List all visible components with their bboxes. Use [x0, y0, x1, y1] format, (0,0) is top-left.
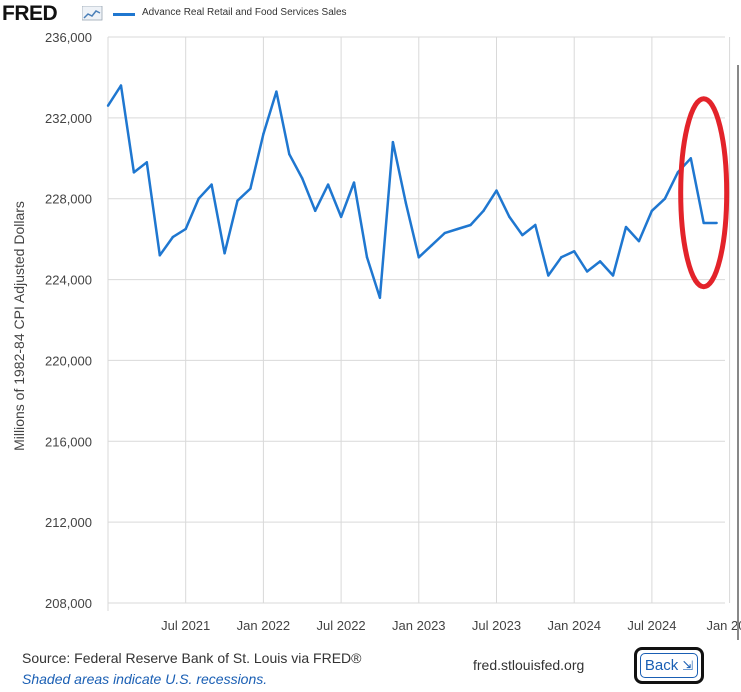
data-point: [469, 223, 472, 227]
x-tick-labels: Jul 2021 Jan 2022 Jul 2022 Jan 2023 Jul 2023…: [161, 618, 741, 633]
data-point: [521, 233, 524, 237]
data-point: [456, 227, 459, 231]
x-tick-label: Jan 2023: [392, 618, 446, 633]
collapse-icon: ⇲: [682, 657, 694, 673]
data-point: [443, 231, 446, 235]
data-point: [508, 215, 511, 219]
data-point: [663, 197, 667, 200]
recession-note: Shaded areas indicate U.S. recessions.: [22, 671, 268, 687]
data-point: [132, 171, 136, 174]
data-point: [275, 90, 278, 93]
data-point: [158, 254, 161, 257]
series-line: [106, 84, 717, 300]
data-point: [495, 189, 498, 192]
y-tick-label: 216,000: [45, 434, 92, 449]
grid-lines: [107, 36, 731, 611]
x-tick-label: Jan 2022: [237, 618, 291, 633]
y-tick-label: 232,000: [45, 111, 92, 126]
data-point: [301, 177, 304, 180]
back-button-inner[interactable]: Back ⇲: [640, 653, 698, 678]
data-point: [624, 225, 628, 229]
data-point: [598, 260, 602, 263]
data-point: [378, 296, 382, 299]
x-tick-label: Jul 2024: [627, 618, 676, 633]
data-point: [171, 235, 174, 239]
legend-swatch: [113, 13, 135, 16]
annotation-ellipse: [678, 96, 730, 290]
source-note: Source: Federal Reserve Bank of St. Loui…: [22, 650, 362, 666]
data-point: [573, 250, 576, 253]
data-point: [223, 252, 226, 255]
data-point: [534, 223, 537, 227]
series-group: [106, 84, 718, 300]
y-tick-labels: 208,000 212,000 216,000 220,000 224,000 228,0…: [45, 30, 92, 611]
data-point: [210, 183, 213, 186]
data-point: [404, 201, 408, 204]
data-point: [288, 153, 291, 156]
data-point: [560, 256, 563, 259]
x-tick-label: Jan 2024: [547, 618, 601, 633]
data-point: [430, 244, 433, 247]
chart-footer: Source: Federal Reserve Bank of St. Loui…: [0, 640, 741, 692]
y-tick-label: 220,000: [45, 353, 92, 368]
y-tick-label: 208,000: [45, 596, 92, 611]
line-chart: 208,000 212,000 216,000 220,000 224,000 228,0…: [11, 30, 741, 640]
y-tick-label: 224,000: [45, 273, 92, 288]
data-point: [676, 171, 679, 174]
data-point: [119, 84, 123, 87]
data-point: [689, 157, 692, 160]
data-point: [197, 197, 200, 200]
data-point: [184, 227, 187, 231]
y-tick-label: 212,000: [45, 515, 92, 530]
chart-header: FRED Advance Real Retail and Food Servic…: [0, 0, 741, 28]
fred-chart-icon: [82, 6, 103, 21]
data-point: [106, 104, 110, 107]
data-point: [365, 256, 369, 259]
data-point: [236, 199, 239, 202]
data-point: [585, 270, 589, 273]
data-point: [417, 256, 420, 259]
legend-label: Advance Real Retail and Food Services Sa…: [142, 7, 347, 18]
data-point: [482, 209, 485, 213]
data-point: [326, 183, 330, 186]
y-tick-label: 228,000: [45, 192, 92, 207]
data-point: [715, 221, 718, 225]
back-button-label: Back: [644, 657, 679, 674]
x-tick-label: Jul 2021: [161, 618, 210, 633]
back-button[interactable]: Back ⇲: [634, 647, 704, 684]
data-point: [249, 187, 252, 190]
x-tick-label: Jul 2022: [317, 618, 366, 633]
fred-logo[interactable]: FRED: [2, 2, 58, 25]
data-point: [650, 209, 654, 213]
data-point: [611, 274, 615, 277]
data-point: [391, 140, 395, 144]
data-point: [145, 161, 149, 164]
data-point: [637, 239, 641, 243]
x-tick-label: Jan 202: [706, 618, 741, 633]
data-point: [352, 181, 356, 184]
fred-url-link[interactable]: fred.stlouisfed.org: [473, 657, 585, 673]
data-point: [547, 274, 550, 277]
data-point: [262, 132, 265, 136]
y-axis-label: Millions of 1982-84 CPI Adjusted Dollars: [11, 201, 27, 451]
data-point: [702, 221, 705, 225]
y-tick-label: 236,000: [45, 30, 92, 45]
data-point: [314, 209, 317, 213]
data-point: [339, 215, 343, 219]
x-tick-label: Jul 2023: [472, 618, 521, 633]
